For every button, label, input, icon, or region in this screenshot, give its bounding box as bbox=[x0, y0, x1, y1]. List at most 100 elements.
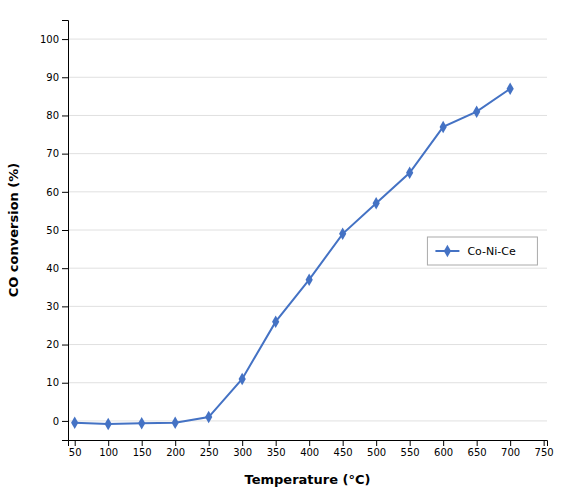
x-tick-mark bbox=[376, 440, 377, 446]
x-tick: 150 bbox=[133, 440, 152, 458]
x-tick: 350 bbox=[267, 440, 286, 458]
x-tick: 700 bbox=[501, 440, 520, 458]
point bbox=[205, 411, 212, 423]
x-tick-label: 550 bbox=[401, 447, 420, 458]
y-tick: 20 bbox=[46, 339, 68, 350]
y-tick: 50 bbox=[46, 225, 68, 236]
y-tick-label: 70 bbox=[46, 148, 59, 159]
x-tick-mark bbox=[477, 440, 478, 446]
y-tick: 40 bbox=[46, 263, 68, 274]
point bbox=[105, 418, 112, 430]
x-tick-mark bbox=[410, 440, 411, 446]
x-tick-mark bbox=[544, 440, 545, 446]
x-tick-label: 600 bbox=[434, 447, 453, 458]
legend: Co-Ni-Ce bbox=[427, 237, 537, 265]
y-tick: 0 bbox=[53, 416, 68, 427]
point bbox=[507, 82, 514, 94]
x-tick-mark bbox=[209, 440, 210, 446]
grid-line bbox=[68, 39, 547, 40]
grid-line bbox=[68, 191, 547, 192]
x-tick: 450 bbox=[334, 440, 353, 458]
x-tick: 400 bbox=[300, 440, 319, 458]
y-tick: 70 bbox=[46, 148, 68, 159]
x-tick: 600 bbox=[434, 440, 453, 458]
x-tick-label: 500 bbox=[367, 447, 386, 458]
grid-line bbox=[68, 153, 547, 154]
x-tick-mark bbox=[108, 440, 109, 446]
grid-line bbox=[68, 344, 547, 345]
x-tick-label: 350 bbox=[267, 447, 286, 458]
y-tick-mark bbox=[62, 421, 68, 422]
point bbox=[339, 228, 346, 240]
x-tick-label: 300 bbox=[233, 447, 252, 458]
y-grid bbox=[68, 39, 547, 421]
x-tick-label: 450 bbox=[334, 447, 353, 458]
y-tick-mark bbox=[62, 306, 68, 307]
x-tick: 500 bbox=[367, 440, 386, 458]
x-tick-label: 750 bbox=[535, 447, 554, 458]
x-tick: 650 bbox=[468, 440, 487, 458]
y-tick-label: 60 bbox=[46, 187, 59, 198]
x-axis-title: Temperature (°C) bbox=[245, 472, 371, 487]
x-tick-mark bbox=[510, 440, 511, 446]
y-tick-mark bbox=[62, 383, 68, 384]
x-tick-label: 250 bbox=[200, 447, 219, 458]
y-tick-label: 30 bbox=[46, 301, 59, 312]
y-tick-label: 80 bbox=[46, 110, 59, 121]
x-tick-label: 100 bbox=[99, 447, 118, 458]
y-tick-label: 50 bbox=[46, 225, 59, 236]
x-tick-mark bbox=[276, 440, 277, 446]
y-tick-mark bbox=[62, 115, 68, 116]
grid-line bbox=[68, 268, 547, 269]
y-axis-line bbox=[62, 21, 69, 441]
y-tick-mark bbox=[62, 268, 68, 269]
y-tick-label: 20 bbox=[46, 339, 59, 350]
y-axis-title: CO conversion (%) bbox=[6, 163, 21, 298]
y-tick-label: 90 bbox=[46, 72, 59, 83]
x-tick-label: 400 bbox=[300, 447, 319, 458]
legend-marker bbox=[444, 245, 451, 257]
x-tick: 200 bbox=[166, 440, 185, 458]
point bbox=[138, 417, 145, 429]
x-tick-mark bbox=[309, 440, 310, 446]
x-tick-label: 650 bbox=[468, 447, 487, 458]
y-tick: 10 bbox=[46, 377, 68, 388]
y-axis: 0 10 20 30 40 50 60 70 80 90 100 bbox=[40, 21, 69, 441]
x-tick: 50 bbox=[69, 440, 82, 458]
x-tick-mark bbox=[242, 440, 243, 446]
x-tick: 550 bbox=[401, 440, 420, 458]
point bbox=[71, 417, 78, 429]
point bbox=[306, 273, 313, 285]
y-tick-mark bbox=[62, 230, 68, 231]
point bbox=[272, 315, 279, 327]
x-tick-label: 200 bbox=[166, 447, 185, 458]
y-tick: 100 bbox=[40, 34, 68, 45]
y-tick-mark bbox=[62, 39, 68, 40]
x-tick-mark bbox=[75, 440, 76, 446]
x-tick-label: 150 bbox=[133, 447, 152, 458]
y-tick: 30 bbox=[46, 301, 68, 312]
grid-line bbox=[68, 77, 547, 78]
x-tick-mark bbox=[175, 440, 176, 446]
point bbox=[373, 197, 380, 209]
y-tick-label: 100 bbox=[40, 34, 59, 45]
y-tick-mark bbox=[62, 192, 68, 193]
y-tick-label: 40 bbox=[46, 263, 59, 274]
point bbox=[406, 166, 413, 178]
chart: 5010015020025030035040045050055060065070… bbox=[0, 0, 572, 500]
y-tick-label: 0 bbox=[53, 416, 59, 427]
point bbox=[239, 373, 246, 385]
y-tick: 90 bbox=[46, 72, 68, 83]
x-tick-mark bbox=[142, 440, 143, 446]
y-tick-mark bbox=[62, 345, 68, 346]
x-tick: 300 bbox=[233, 440, 252, 458]
legend-label: Co-Ni-Ce bbox=[467, 245, 516, 258]
y-tick: 80 bbox=[46, 110, 68, 121]
x-tick: 750 bbox=[535, 440, 554, 458]
grid-line bbox=[68, 230, 547, 231]
x-tick: 250 bbox=[200, 440, 219, 458]
y-tick-label: 10 bbox=[46, 377, 59, 388]
x-tick-mark bbox=[443, 440, 444, 446]
y-tick-mark bbox=[62, 77, 68, 78]
x-tick: 100 bbox=[99, 440, 118, 458]
